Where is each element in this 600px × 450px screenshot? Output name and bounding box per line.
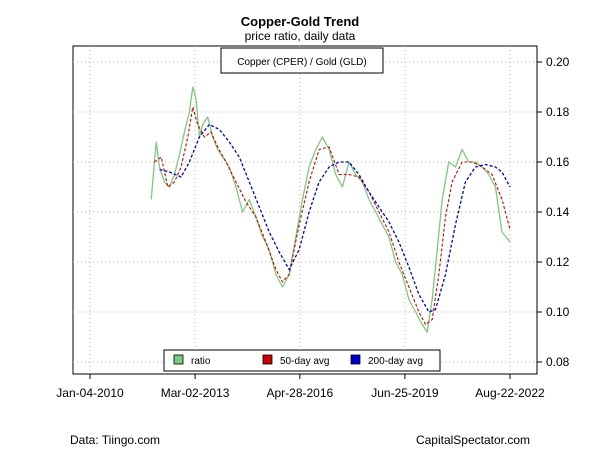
x-tick-label: Aug-22-2022 [475,386,545,400]
y-tick-label: 0.12 [546,255,570,269]
legend: ratio 50-day avg 200-day avg [163,349,441,372]
legend-label-avg50: 50-day avg [280,356,329,367]
y-tick-label: 0.18 [546,105,570,119]
legend-label-avg200: 200-day avg [368,356,423,367]
legend-swatch-avg200 [350,354,361,365]
legend-label-ratio: ratio [191,356,211,367]
y-tick-label: 0.10 [546,305,570,319]
x-tick-label: Apr-28-2016 [266,386,333,400]
x-tick-label: Mar-02-2013 [161,386,230,400]
y-axis: 0.08 0.10 0.12 0.14 0.16 0.18 0.20 [537,55,570,369]
site-credit-label: CapitalSpectator.com [415,433,530,447]
series-line-ratio [150,86,511,333]
x-tick-label: Jun-25-2019 [371,386,439,400]
series-line-avg50 [154,106,511,326]
legend-swatch-ratio [173,354,184,365]
chart-title: Copper-Gold Trend [240,14,360,29]
plot-frame [72,45,538,375]
y-tick-label: 0.08 [546,355,570,369]
annotation-box: Copper (CPER) / Gold (GLD) [220,47,384,74]
chart-subtitle: price ratio, daily data [244,29,356,43]
annotation-text: Copper (CPER) / Gold (GLD) [237,57,366,68]
data-source-label: Data: Tiingo.com [70,433,161,447]
series-line-avg200 [159,123,511,313]
y-tick-label: 0.16 [546,155,570,169]
legend-swatch-avg50 [262,354,273,365]
x-axis: Jan-04-2010 Mar-02-2013 Apr-28-2016 Jun-25-… [56,374,545,400]
y-tick-label: 0.20 [546,55,570,69]
grid [73,46,537,374]
x-tick-label: Jan-04-2010 [56,386,124,400]
series-group [150,86,511,333]
y-tick-label: 0.14 [546,205,570,219]
